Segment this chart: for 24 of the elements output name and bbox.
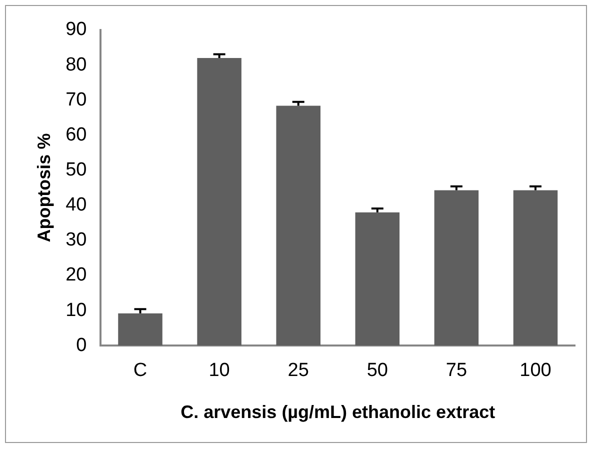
bar (434, 190, 479, 346)
x-tick-label: C (133, 360, 148, 382)
y-tick-label: 70 (66, 89, 87, 110)
y-tick-label: 60 (66, 124, 87, 146)
x-axis-title: C. arvensis (µg/mL) ethanolic extract (180, 402, 496, 422)
y-tick-label: 40 (66, 194, 87, 216)
bar (197, 58, 242, 346)
bar (118, 313, 162, 346)
y-tick-label: 80 (66, 54, 87, 76)
x-tick-label: 100 (520, 360, 552, 382)
x-tick-label: 50 (366, 360, 388, 382)
y-tick-label: 50 (66, 160, 87, 180)
bar (513, 190, 558, 346)
bar (355, 212, 400, 346)
x-tick-label: 10 (208, 360, 230, 382)
y-tick-label: 30 (66, 230, 87, 251)
y-tick-label: 20 (66, 264, 87, 286)
bar (276, 106, 320, 346)
x-tick-label: 75 (446, 360, 468, 382)
y-tick-label: 90 (66, 19, 87, 40)
y-tick-label: 0 (76, 334, 87, 356)
y-axis-title: Apoptosis % (34, 133, 54, 242)
y-tick-label: 10 (66, 300, 87, 321)
x-tick-label: 25 (288, 360, 309, 382)
